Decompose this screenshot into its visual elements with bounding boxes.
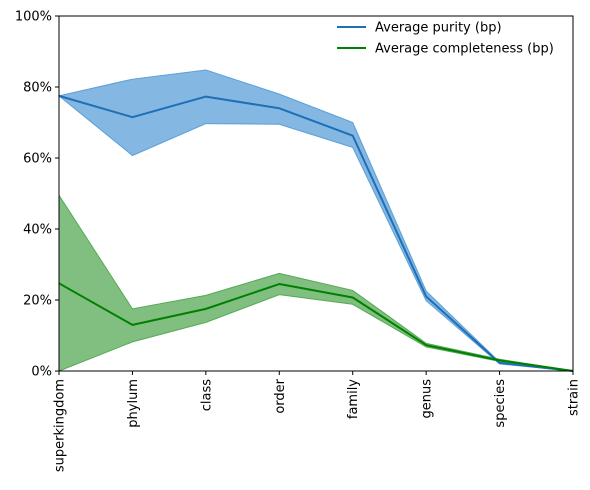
y-tick-label: 20% (23, 294, 52, 309)
y-tick-label: 80% (23, 81, 52, 96)
y-tick-label: 100% (15, 10, 52, 25)
y-axis: 0% 20% 40% 60% 80% 100% (15, 10, 59, 380)
y-tick-label: 60% (23, 152, 52, 167)
x-tick-label: order (273, 378, 288, 413)
x-tick-label: species (493, 379, 508, 428)
x-tick-label: family (346, 379, 361, 419)
x-tick-label: genus (420, 379, 435, 419)
x-tick-label: strain (567, 379, 582, 416)
band-series-1 (58, 193, 574, 372)
x-tick-label: phylum (126, 379, 141, 428)
line-series-0 (58, 94, 574, 372)
y-tick-label: 0% (31, 365, 52, 380)
x-tick-label: class (199, 379, 214, 411)
plot-frame (58, 15, 574, 372)
series-lines (58, 94, 574, 372)
x-axis: superkingdom phylum class order family genus s… (53, 371, 582, 472)
legend-label-0: Average purity (bp) (375, 21, 502, 36)
y-tick-label: 40% (23, 223, 52, 238)
x-tick-label: superkingdom (53, 379, 68, 472)
legend-label-1: Average completeness (bp) (375, 42, 554, 57)
legend: Average purity (bp) Average completeness … (337, 21, 554, 57)
line-series-1 (58, 282, 574, 372)
